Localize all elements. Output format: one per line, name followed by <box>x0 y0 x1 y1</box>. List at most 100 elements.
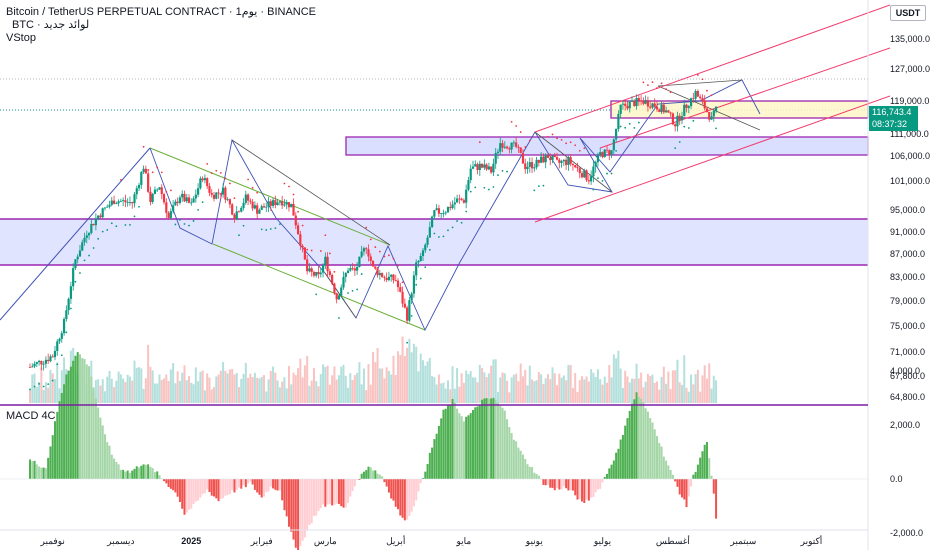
vstop-dot <box>642 81 645 84</box>
macd-histogram-bar <box>176 479 179 497</box>
candle-body <box>458 198 461 200</box>
volume-bar <box>471 377 474 403</box>
candle-body <box>224 187 227 200</box>
macd-histogram-bar <box>110 454 113 479</box>
candle-body <box>501 143 504 148</box>
candle-body <box>172 205 175 212</box>
macd-histogram-bar <box>38 466 41 479</box>
vstop-dot <box>674 147 677 150</box>
volume-bar <box>535 380 538 403</box>
macd-histogram-bar <box>294 479 297 548</box>
volume-bar <box>310 380 313 403</box>
macd-histogram-bar <box>333 479 336 505</box>
candle-body <box>708 111 711 120</box>
candle-body <box>60 333 63 339</box>
candle-body <box>344 272 347 277</box>
vstop-dot <box>715 127 717 130</box>
volume-bar <box>383 378 386 403</box>
candle-body <box>562 159 565 162</box>
candle-body <box>44 359 48 364</box>
macd-histogram-bar <box>569 479 572 491</box>
candle-body <box>512 142 515 144</box>
vstop-dot <box>142 145 145 148</box>
candle-body <box>283 204 286 206</box>
candle-body <box>274 200 277 206</box>
macd-histogram-bar <box>199 479 202 498</box>
macd-histogram-bar <box>676 479 679 487</box>
macd-histogram-bar <box>653 429 656 479</box>
macd-histogram-bar <box>512 439 515 479</box>
candle-body <box>528 162 531 167</box>
macd-histogram-bar <box>69 366 72 479</box>
volume-bar <box>392 355 395 403</box>
volume-bar <box>680 384 683 403</box>
volume-bar <box>322 364 325 403</box>
candle-body <box>278 201 281 203</box>
macd-histogram-bar <box>487 398 490 479</box>
macd-histogram-bar <box>335 479 338 504</box>
macd-histogram-bar <box>74 355 77 479</box>
indicator-vstop-label[interactable]: VStop <box>6 32 36 44</box>
macd-histogram-bar <box>138 467 141 479</box>
volume-bar <box>103 391 106 403</box>
candle-body <box>58 338 61 342</box>
macd-histogram-bar <box>144 464 147 479</box>
candle-body <box>437 208 441 214</box>
candle-body <box>133 194 136 204</box>
volume-bar <box>515 373 518 403</box>
symbol-title[interactable]: Bitcoin / TetherUS PERPETUAL CONTRACT · … <box>6 6 317 18</box>
candle-body <box>703 100 706 109</box>
vstop-dot <box>456 220 458 222</box>
macd-histogram-bar <box>660 446 663 479</box>
macd-histogram-bar <box>299 479 302 547</box>
channel-red-lower <box>534 95 891 223</box>
macd-indicator-label[interactable]: MACD 4C <box>6 410 56 422</box>
currency-badge[interactable]: USDT <box>890 5 926 21</box>
candle-body <box>610 150 613 156</box>
candle-body <box>201 178 204 181</box>
vstop-dot <box>197 208 200 211</box>
candle-body <box>701 98 704 101</box>
macd-histogram-bar <box>501 407 504 479</box>
macd-histogram-bar <box>521 454 524 479</box>
candle-body <box>290 203 293 208</box>
volume-bar <box>633 378 636 403</box>
macd-histogram-bar <box>58 401 61 479</box>
candle-body <box>492 163 495 173</box>
volume-bar <box>351 379 354 403</box>
macd-histogram-bar <box>297 479 300 554</box>
volume-bar <box>581 376 584 403</box>
candle-body <box>112 200 116 204</box>
macd-histogram-bar <box>403 479 406 521</box>
candle-body <box>542 156 545 163</box>
macd-histogram-bar <box>374 470 377 479</box>
macd-histogram-bar <box>49 446 52 479</box>
volume-bar <box>376 348 379 403</box>
candle-body <box>110 200 113 205</box>
candle-body <box>428 227 431 238</box>
macd-histogram-bar <box>72 360 75 479</box>
vstop-dot <box>310 249 313 252</box>
candle-body <box>167 212 170 218</box>
volume-bar <box>669 389 672 403</box>
volume-bar <box>294 375 297 403</box>
volume-bar <box>156 383 159 403</box>
candle-body <box>142 168 145 173</box>
candle-body <box>331 274 334 284</box>
candle-body <box>199 178 202 189</box>
volume-bar <box>601 384 604 403</box>
volume-bar <box>276 380 279 403</box>
candle-body <box>476 164 479 171</box>
time-tick-label: يونيو <box>525 536 544 547</box>
volume-bar <box>169 369 172 403</box>
macd-histogram-bar <box>617 448 620 479</box>
macd-histogram-bar <box>410 479 413 512</box>
macd-histogram-bar <box>126 470 129 479</box>
volume-bar <box>228 369 231 403</box>
candle-body <box>371 260 375 267</box>
macd-histogram-bar <box>128 472 131 479</box>
candle-body <box>31 366 34 368</box>
macd-histogram-bar <box>29 459 31 479</box>
